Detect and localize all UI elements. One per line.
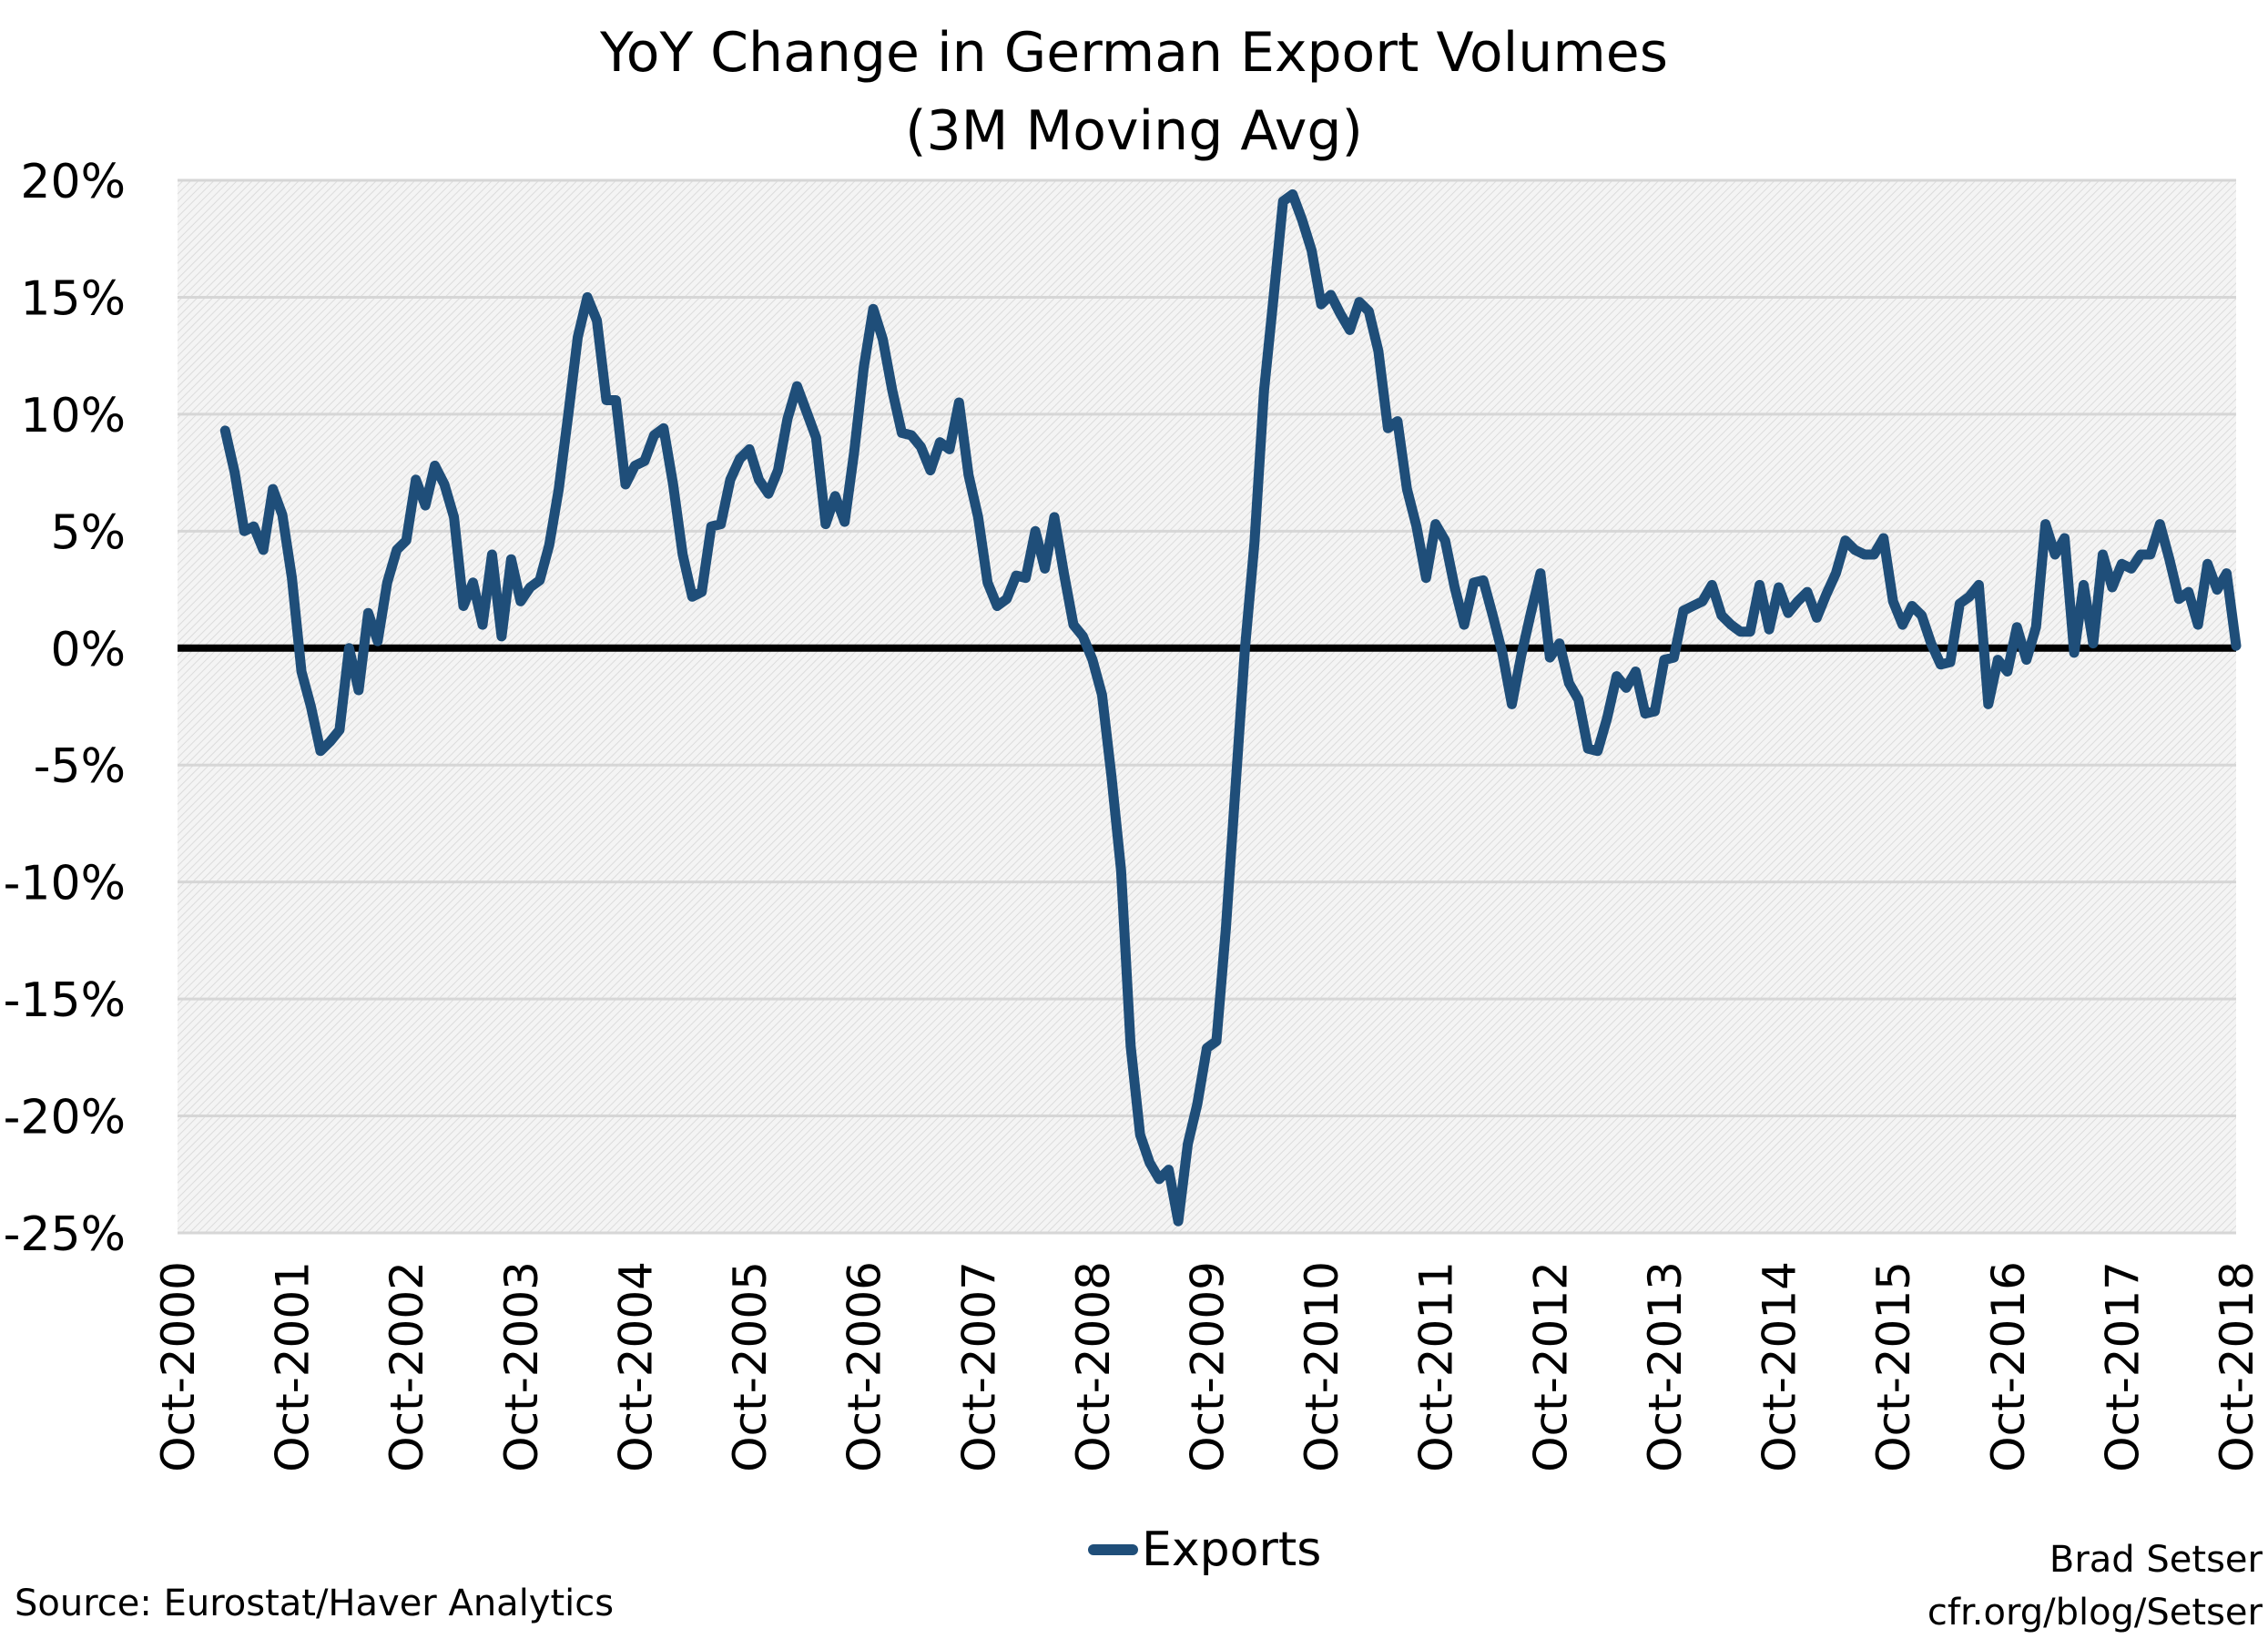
site-url: cfr.org/blog/Setser (1927, 1586, 2263, 1639)
y-tick-label: 10% (20, 389, 126, 443)
y-tick-label: -20% (4, 1091, 126, 1145)
x-tick-label: Oct-2017 (2096, 1261, 2149, 1472)
x-tick-label: Oct-2003 (495, 1261, 548, 1472)
x-tick-label: Oct-2018 (2211, 1261, 2263, 1472)
x-tick-label: Oct-2000 (152, 1261, 205, 1472)
y-tick-label: -15% (4, 973, 126, 1028)
source-note: Source: Eurostat/Haver Analytics (15, 1583, 614, 1624)
x-tick-label: Oct-2013 (1639, 1261, 1692, 1472)
x-tick-label: Oct-2002 (381, 1261, 433, 1472)
legend: Exports (1088, 1522, 1321, 1577)
x-tick-label: Oct-2015 (1867, 1261, 1920, 1472)
x-tick-label: Oct-2007 (952, 1261, 1005, 1472)
x-tick-label: Oct-2012 (1524, 1261, 1577, 1472)
y-tick-label: 5% (51, 505, 127, 560)
x-tick-label: Oct-2008 (1067, 1261, 1120, 1472)
x-tick-label: Oct-2006 (839, 1261, 891, 1472)
y-tick-label: -25% (4, 1207, 126, 1262)
y-tick-label: 0% (51, 623, 127, 677)
x-tick-label: Oct-2005 (724, 1261, 777, 1472)
legend-label-exports: Exports (1142, 1522, 1321, 1577)
x-tick-label: Oct-2004 (609, 1261, 662, 1472)
x-tick-label: Oct-2014 (1754, 1261, 1806, 1472)
x-tick-label: Oct-2016 (1982, 1261, 2035, 1472)
y-tick-label: -5% (34, 739, 126, 794)
x-tick-label: Oct-2009 (1182, 1261, 1235, 1472)
y-tick-label: 20% (20, 155, 126, 209)
legend-swatch-exports (1088, 1544, 1138, 1555)
credit: Brad Setser cfr.org/blog/Setser (1927, 1533, 2263, 1639)
x-tick-label: Oct-2010 (1296, 1261, 1348, 1472)
author: Brad Setser (1927, 1533, 2263, 1586)
y-tick-label: 15% (20, 271, 126, 326)
x-tick-label: Oct-2011 (1410, 1261, 1463, 1472)
x-tick-label: Oct-2001 (267, 1261, 320, 1472)
y-tick-label: -10% (4, 857, 126, 911)
